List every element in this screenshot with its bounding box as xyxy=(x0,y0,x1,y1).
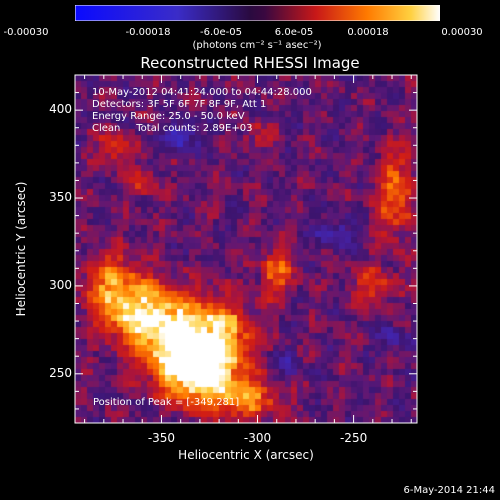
x-axis-label: Heliocentric X (arcsec) xyxy=(178,448,314,462)
peak-position-annotation: Position of Peak = [-349,281] xyxy=(93,397,240,408)
plot-area: 10-May-2012 04:41:24.000 to 04:44:28.000… xyxy=(75,75,417,423)
colorbar-tick-label: -0.00030 xyxy=(3,27,49,38)
colorbar xyxy=(75,5,440,21)
colorbar-unit-label: (photons cm⁻² s⁻¹ asec⁻²) xyxy=(192,40,322,51)
detectors-annotation: Detectors: 3F 5F 6F 7F 8F 9F, Att 1 xyxy=(92,99,267,110)
colorbar-tick-label: 6.0e-05 xyxy=(274,27,314,38)
method-counts-annotation: Clean Total counts: 2.89E+03 xyxy=(92,123,253,134)
footer-date: 6-May-2014 21:44 xyxy=(403,485,495,496)
energy-range-annotation: Energy Range: 25.0 - 50.0 keV xyxy=(92,111,245,122)
chart-title: Reconstructed RHESSI Image xyxy=(140,54,360,72)
colorbar-tick-label: -0.00018 xyxy=(125,27,171,38)
y-tick-label: 300 xyxy=(49,277,72,292)
colorbar-tick-label: 0.00030 xyxy=(441,27,483,38)
colorbar-tick-label: 0.00018 xyxy=(347,27,389,38)
x-tick-label: -300 xyxy=(243,431,272,445)
y-tick-label: 350 xyxy=(49,190,72,205)
x-tick-label: -250 xyxy=(339,431,368,445)
x-tick-label: -350 xyxy=(147,431,176,445)
y-axis-label: Heliocentric Y (arcsec) xyxy=(14,181,28,317)
time-range-annotation: 10-May-2012 04:41:24.000 to 04:44:28.000 xyxy=(92,87,312,98)
y-tick-label: 250 xyxy=(49,365,72,380)
y-tick-label: 400 xyxy=(49,102,72,117)
colorbar-tick-label: -6.0e-05 xyxy=(200,27,242,38)
